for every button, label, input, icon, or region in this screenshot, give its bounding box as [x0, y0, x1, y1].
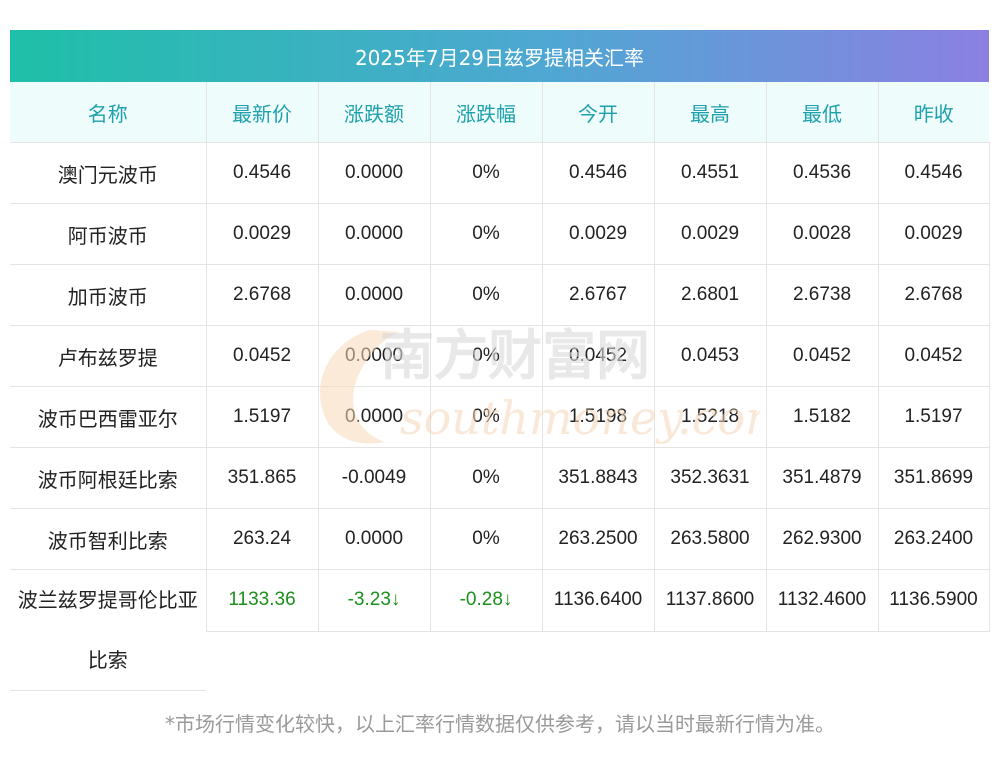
- row-latest: 263.24: [206, 508, 319, 570]
- header-name: 名称: [10, 82, 207, 143]
- row-prev-close: 0.0029: [878, 203, 990, 265]
- table-row: 阿币波币 0.0029 0.0000 0% 0.0029 0.0029 0.00…: [10, 203, 990, 265]
- row-change-pct: 0%: [430, 203, 543, 265]
- table-row: 卢布兹罗提 0.0452 0.0000 0% 0.0452 0.0453 0.0…: [10, 325, 990, 387]
- header-change: 涨跌额: [318, 82, 431, 143]
- row-change-pct: 0%: [430, 386, 543, 448]
- row-name: 波币阿根廷比索: [10, 447, 207, 509]
- row-change-pct: 0%: [430, 142, 543, 204]
- table-title: 2025年7月29日兹罗提相关汇率: [10, 30, 989, 82]
- row-change: 0.0000: [318, 508, 431, 570]
- row-latest: 0.0452: [206, 325, 319, 387]
- table-row: 波币巴西雷亚尔 1.5197 0.0000 0% 1.5198 1.5218 1…: [10, 386, 990, 448]
- table-row: 波币智利比索 263.24 0.0000 0% 263.2500 263.580…: [10, 508, 990, 570]
- row-high: 2.6801: [654, 264, 767, 326]
- row-open: 1.5198: [542, 386, 655, 448]
- row-change: 0.0000: [318, 386, 431, 448]
- header-prev-close: 昨收: [878, 82, 989, 143]
- row-name: 澳门元波币: [10, 142, 207, 204]
- row-change: -0.0049: [318, 447, 431, 509]
- row-low: 351.4879: [766, 447, 879, 509]
- row-name: 波币智利比索: [10, 508, 207, 570]
- header-low: 最低: [766, 82, 879, 143]
- rate-table-container: 2025年7月29日兹罗提相关汇率 名称 最新价 涨跌额 涨跌幅 今开 最高 最…: [10, 30, 990, 691]
- row-latest: 0.0029: [206, 203, 319, 265]
- row-high: 0.0029: [654, 203, 767, 265]
- row-high: 1.5218: [654, 386, 767, 448]
- header-high: 最高: [654, 82, 767, 143]
- row-change-pct: 0%: [430, 325, 543, 387]
- row-high: 0.4551: [654, 142, 767, 204]
- row-open: 0.0029: [542, 203, 655, 265]
- header-open: 今开: [542, 82, 655, 143]
- row-open: 263.2500: [542, 508, 655, 570]
- header-change-pct: 涨跌幅: [430, 82, 543, 143]
- row-prev-close: 2.6768: [878, 264, 990, 326]
- row-latest: 351.865: [206, 447, 319, 509]
- row-change: 0.0000: [318, 142, 431, 204]
- row-change: 0.0000: [318, 264, 431, 326]
- row-latest: 1.5197: [206, 386, 319, 448]
- row-low: 262.9300: [766, 508, 879, 570]
- row-change-pct: 0%: [430, 447, 543, 509]
- row-change: 0.0000: [318, 325, 431, 387]
- row-low: 0.4536: [766, 142, 879, 204]
- row-name: 加币波币: [10, 264, 207, 326]
- row-prev-close: 0.0452: [878, 325, 990, 387]
- row-change-pct: 0%: [430, 508, 543, 570]
- footnote: *市场行情变化较快，以上汇率行情数据仅供参考，请以当时最新行情为准。: [165, 712, 835, 736]
- row-high: 263.5800: [654, 508, 767, 570]
- row-high: 352.3631: [654, 447, 767, 509]
- row-prev-close: 1.5197: [878, 386, 990, 448]
- row-prev-close: 0.4546: [878, 142, 990, 204]
- row-low: 0.0028: [766, 203, 879, 265]
- row-open: 351.8843: [542, 447, 655, 509]
- table-row: 波币阿根廷比索 351.865 -0.0049 0% 351.8843 352.…: [10, 447, 990, 509]
- rate-table: 名称 最新价 涨跌额 涨跌幅 今开 最高 最低 昨收 澳门元波币 0.4546 …: [10, 82, 990, 691]
- header-row: 名称 最新价 涨跌额 涨跌幅 今开 最高 最低 昨收: [10, 82, 989, 143]
- row-low: 1.5182: [766, 386, 879, 448]
- table-row: 加币波币 2.6768 0.0000 0% 2.6767 2.6801 2.67…: [10, 264, 990, 326]
- row-latest: 2.6768: [206, 264, 319, 326]
- row-name: 阿币波币: [10, 203, 207, 265]
- row-low: 0.0452: [766, 325, 879, 387]
- table-row: 澳门元波币 0.4546 0.0000 0% 0.4546 0.4551 0.4…: [10, 142, 990, 204]
- row-prev-close: 263.2400: [878, 508, 990, 570]
- row-high: 0.0453: [654, 325, 767, 387]
- row-prev-close: 351.8699: [878, 447, 990, 509]
- row-name: 卢布兹罗提: [10, 325, 207, 387]
- row-latest: 0.4546: [206, 142, 319, 204]
- header-latest: 最新价: [206, 82, 319, 143]
- row-open: 0.0452: [542, 325, 655, 387]
- row-open: 0.4546: [542, 142, 655, 204]
- row-change: 0.0000: [318, 203, 431, 265]
- row-change-pct: 0%: [430, 264, 543, 326]
- row-name: 波币巴西雷亚尔: [10, 386, 207, 448]
- row-name: 波兰兹罗提哥伦比亚比索: [10, 569, 207, 691]
- row-low: 2.6738: [766, 264, 879, 326]
- last-row-mask: [206, 631, 990, 694]
- row-open: 2.6767: [542, 264, 655, 326]
